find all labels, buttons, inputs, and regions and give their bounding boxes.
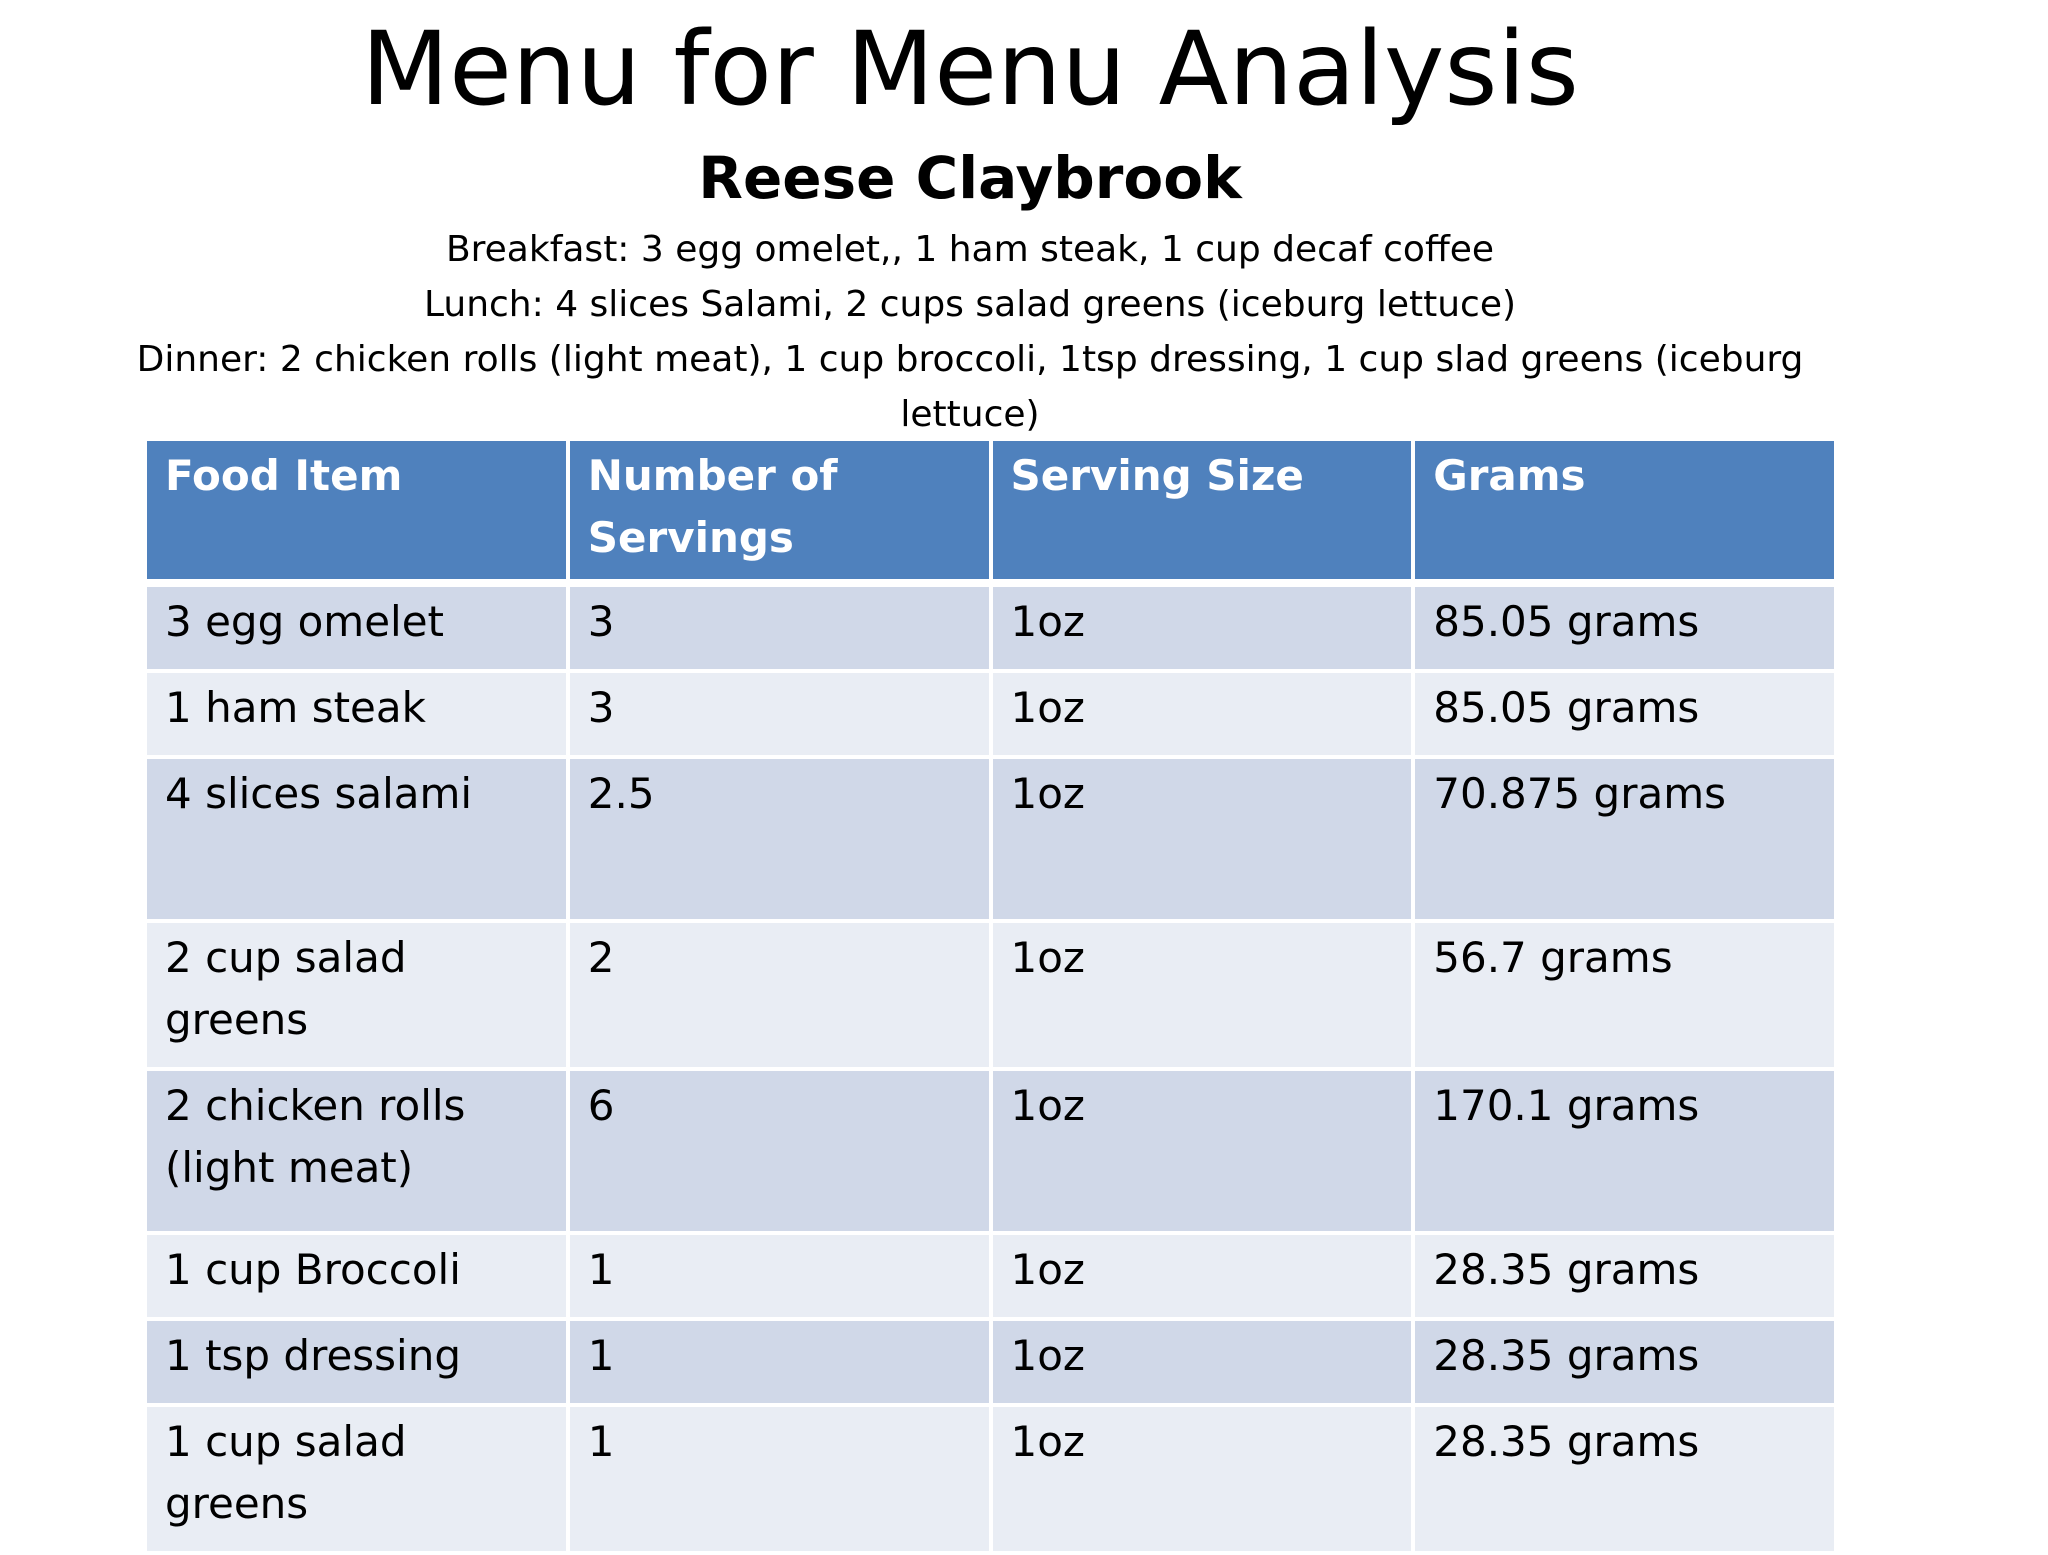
cell-food-item: 2 chicken rolls (light meat) [143, 1067, 570, 1235]
cell-serving-size: 1oz [988, 1067, 1416, 1235]
cell-food-item: 1 tsp dressing [143, 1317, 570, 1407]
header-serving-size: Serving Size [988, 437, 1416, 587]
cell-serving-size: 1oz [988, 755, 1416, 923]
table-row: 4 slices salami 2.5 1oz 70.875 grams [143, 755, 1838, 923]
lunch-line: Lunch: 4 slices Salami, 2 cups salad gre… [423, 284, 1517, 325]
cell-food-item: 2 cup salad greens [143, 919, 570, 1071]
cell-grams: 28.35 grams [1411, 1231, 1838, 1321]
breakfast-line: Breakfast: 3 egg omelet,, 1 ham steak, 1… [445, 229, 1495, 270]
header-number-of-servings: Number of Servings [565, 437, 993, 587]
cell-serving-size: 1oz [988, 581, 1416, 673]
cell-grams: 70.875 grams [1411, 755, 1838, 923]
cell-food-item: 1 ham steak [143, 669, 570, 759]
table-row: 1 tsp dressing 1 1oz 28.35 grams [143, 1317, 1838, 1407]
cell-grams: 170.1 grams [1411, 1067, 1838, 1235]
cell-grams: 28.35 grams [1411, 1403, 1838, 1555]
cell-servings: 1 [565, 1231, 993, 1321]
cell-grams: 56.7 grams [1411, 919, 1838, 1071]
cell-serving-size: 1oz [988, 1403, 1416, 1555]
cell-grams: 85.05 grams [1411, 581, 1838, 673]
cell-food-item: 3 egg omelet [143, 581, 570, 673]
cell-servings: 3 [565, 581, 993, 673]
cell-servings: 6 [565, 1067, 993, 1235]
food-table: Food Item Number of Servings Serving Siz… [143, 437, 1838, 1555]
cell-serving-size: 1oz [988, 669, 1416, 759]
slide-subtitle: Reese Claybrook [698, 144, 1242, 212]
table-row: 1 cup Broccoli 1 1oz 28.35 grams [143, 1231, 1838, 1321]
cell-grams: 28.35 grams [1411, 1317, 1838, 1407]
table-row: 2 chicken rolls (light meat) 6 1oz 170.1… [143, 1067, 1838, 1235]
table-row: 3 egg omelet 3 1oz 85.05 grams [143, 581, 1838, 673]
table-row: 1 ham steak 3 1oz 85.05 grams [143, 669, 1838, 759]
cell-food-item: 4 slices salami [143, 755, 570, 923]
header-grams: Grams [1411, 437, 1838, 587]
cell-serving-size: 1oz [988, 919, 1416, 1071]
dinner-line: Dinner: 2 chicken rolls (light meat), 1 … [136, 339, 1804, 435]
table-row: 2 cup salad greens 2 1oz 56.7 grams [143, 919, 1838, 1071]
cell-servings: 1 [565, 1317, 993, 1407]
cell-servings: 1 [565, 1403, 993, 1555]
cell-serving-size: 1oz [988, 1317, 1416, 1407]
slide-title: Menu for Menu Analysis [361, 10, 1579, 129]
cell-food-item: 1 cup Broccoli [143, 1231, 570, 1321]
cell-servings: 2.5 [565, 755, 993, 923]
table-row: 1 cup salad greens 1 1oz 28.35 grams [143, 1403, 1838, 1555]
header-food-item: Food Item [143, 437, 570, 587]
cell-serving-size: 1oz [988, 1231, 1416, 1321]
table-header-row: Food Item Number of Servings Serving Siz… [143, 437, 1838, 587]
menu-description: Breakfast: 3 egg omelet,, 1 ham steak, 1… [0, 222, 1940, 442]
cell-grams: 85.05 grams [1411, 669, 1838, 759]
cell-servings: 3 [565, 669, 993, 759]
cell-food-item: 1 cup salad greens [143, 1403, 570, 1555]
cell-servings: 2 [565, 919, 993, 1071]
